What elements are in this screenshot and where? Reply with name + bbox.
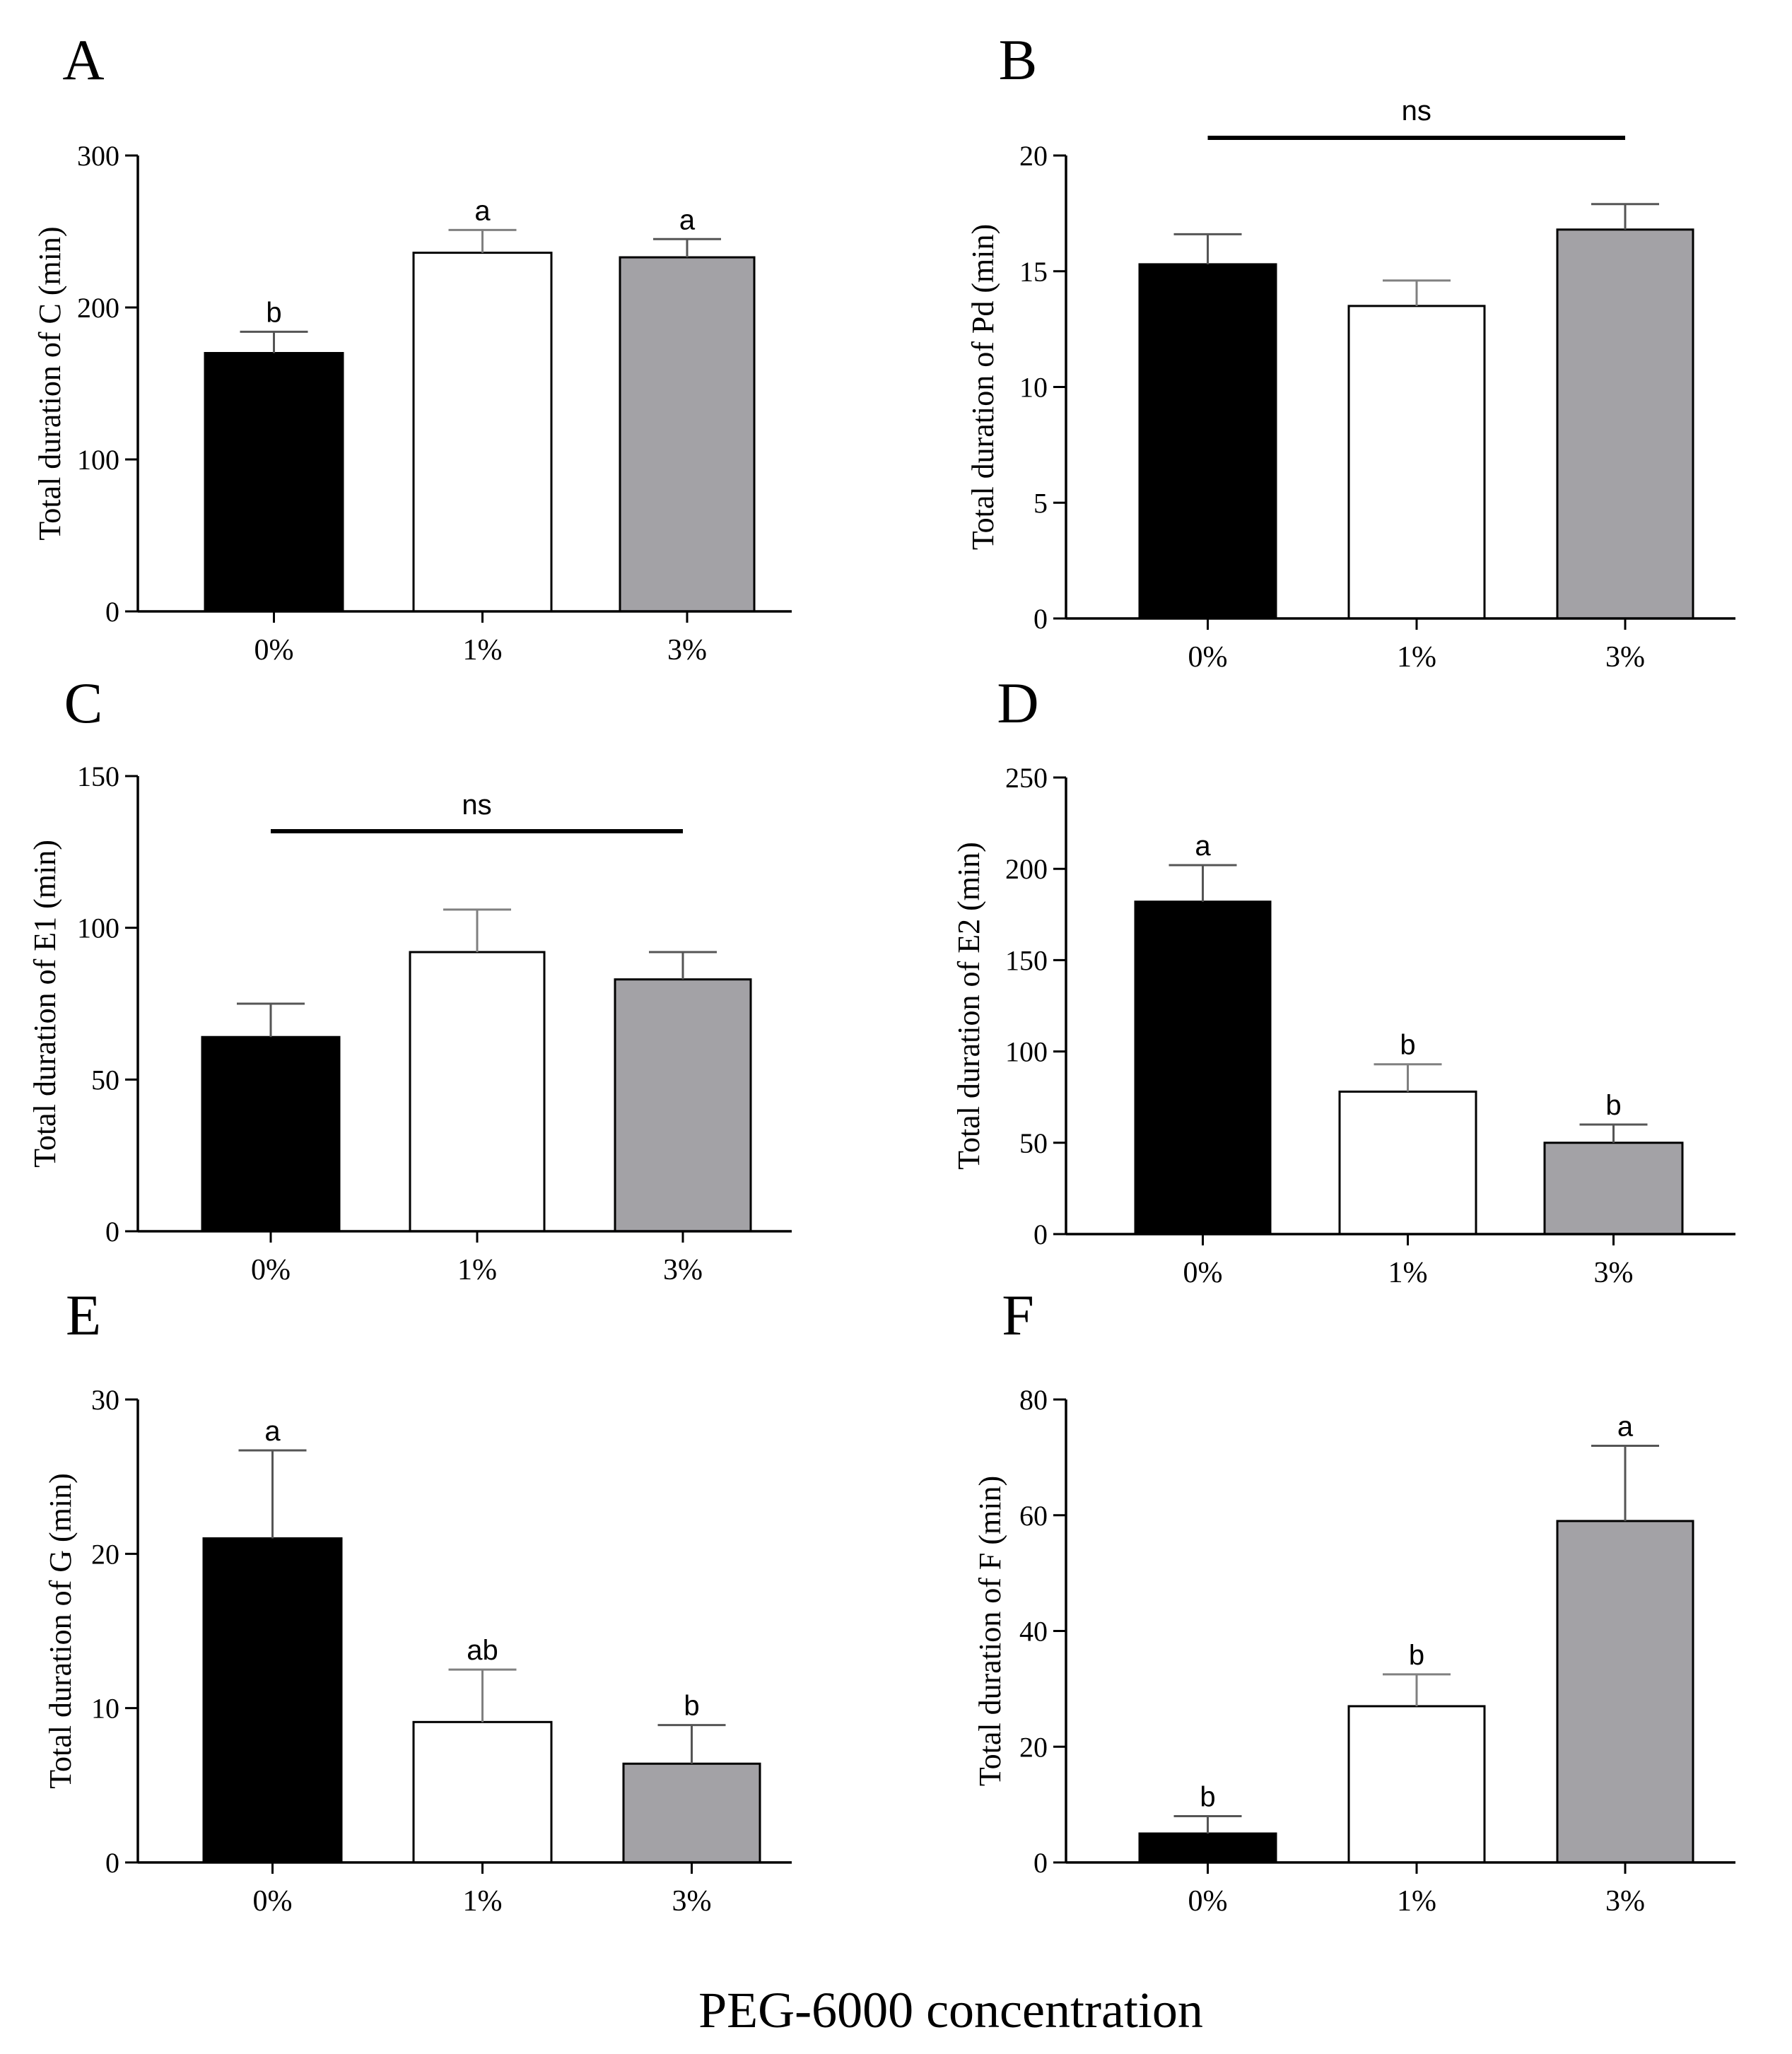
significance-letter: a [264,1416,281,1447]
x-tick-label: 3% [672,1885,712,1918]
significance-letter: b [1409,1640,1424,1671]
panel-b: B Total duration of Pd (min) 0% 1% 3% 0 5 10 15 2… [966,28,1735,674]
y-tick-label: 50 [1019,1127,1048,1159]
y-tick-label: 0 [1033,603,1048,635]
bar [204,352,344,613]
y-tick-label: 5 [1033,487,1048,519]
panel-f: F Total duration of F (min) b 0% b 1% a 3% 0 20 40… [973,1283,1735,1918]
panel-letter: E [66,1283,101,1347]
x-tick-label: 3% [1605,641,1645,674]
x-tick-label: 0% [254,634,294,667]
panel-letter: F [1002,1283,1034,1347]
y-axis-label: Total duration of G (min) [43,1473,78,1789]
panel-letter: D [997,671,1038,735]
significance-letter: a [1617,1412,1634,1443]
y-tick-label: 60 [1019,1500,1048,1532]
bar [622,1762,761,1864]
y-tick-label: 50 [91,1064,119,1096]
x-tick-label: 3% [1594,1257,1634,1289]
bar [201,1035,341,1233]
bar [1338,1090,1477,1236]
x-tick-label: 3% [1605,1885,1645,1918]
y-tick-label: 0 [105,596,119,628]
bar [409,951,546,1233]
y-tick-label: 300 [77,140,119,172]
significance-letter: a [1195,831,1211,862]
y-tick-label: 0 [1033,1847,1048,1879]
y-axis-label: Total duration of Pd (min) [966,224,1000,550]
y-tick-label: 20 [91,1538,119,1570]
panel-d: D Total duration of E2 (min) a 0% b 1% b 3% 0 50 1… [951,671,1735,1289]
bar [1138,1832,1277,1864]
x-tick-label: 1% [457,1254,497,1286]
x-tick-label: 0% [1188,641,1228,674]
significance-letter: b [266,297,281,328]
y-axis-label: Total duration of C (min) [33,226,67,540]
y-tick-label: 200 [77,292,119,324]
significance-letter: ab [467,1635,498,1666]
panel-letter: B [999,28,1038,92]
significance-letter: b [1200,1782,1215,1813]
x-tick-label: 1% [1397,1885,1436,1918]
significance-letter: b [1400,1030,1415,1061]
panel-e: E Total duration of G (min) a 0% ab 1% b 3% 0 10 2… [43,1283,792,1918]
y-tick-label: 100 [77,444,119,476]
bar [1134,900,1272,1236]
significance-letter: a [679,204,696,235]
y-tick-label: 0 [105,1216,119,1248]
bar [1556,1520,1694,1864]
y-tick-label: 0 [1033,1219,1048,1250]
y-tick-label: 20 [1019,140,1048,172]
y-tick-label: 10 [91,1693,119,1725]
y-tick-label: 200 [1005,853,1048,885]
x-tick-label: 1% [463,1885,503,1918]
y-tick-label: 150 [77,761,119,792]
y-tick-label: 150 [1005,944,1048,976]
bar [1556,228,1694,620]
bar [1138,263,1277,620]
x-axis-title: PEG-6000 concentration [698,1982,1203,2038]
panel-a: A Total duration of C (min) b 0% a 1% a 3% 0 100 2… [33,28,792,667]
y-axis-label: Total duration of E1 (min) [28,840,62,1168]
y-tick-label: 20 [1019,1731,1048,1763]
ns-label: ns [1402,95,1431,127]
bar [1543,1142,1684,1236]
bar [619,256,756,613]
y-tick-label: 100 [77,912,119,944]
bar [1347,305,1486,620]
bar [412,1720,553,1864]
y-tick-label: 80 [1019,1384,1048,1416]
x-tick-label: 3% [663,1254,703,1286]
x-tick-label: 0% [253,1885,293,1918]
ns-label: ns [462,790,491,821]
x-tick-label: 0% [1183,1257,1223,1289]
x-tick-label: 1% [463,634,503,667]
y-axis-label: Total duration of F (min) [973,1476,1007,1786]
y-tick-label: 250 [1005,762,1048,794]
panel-c: C Total duration of E1 (min) 0% 1% 3% 0 50 100 1… [28,671,792,1286]
x-tick-label: 0% [1188,1885,1228,1918]
x-tick-label: 1% [1388,1257,1428,1289]
significance-letter: b [1605,1090,1621,1121]
bar [412,252,553,613]
x-tick-label: 0% [251,1254,291,1286]
bar [202,1537,343,1864]
x-tick-label: 1% [1397,641,1436,674]
significance-letter: a [474,195,491,226]
y-tick-label: 100 [1005,1036,1048,1068]
bar [1347,1705,1486,1864]
significance-letter: b [684,1691,699,1722]
y-tick-label: 0 [105,1847,119,1879]
panel-letter: A [62,28,104,92]
y-axis-label: Total duration of E2 (min) [951,842,986,1170]
y-tick-label: 10 [1019,372,1048,404]
x-tick-label: 3% [667,634,707,667]
y-tick-label: 30 [91,1384,119,1416]
panel-letter: C [64,671,103,735]
y-tick-label: 40 [1019,1616,1048,1648]
bar [614,978,752,1233]
y-tick-label: 15 [1019,256,1048,288]
